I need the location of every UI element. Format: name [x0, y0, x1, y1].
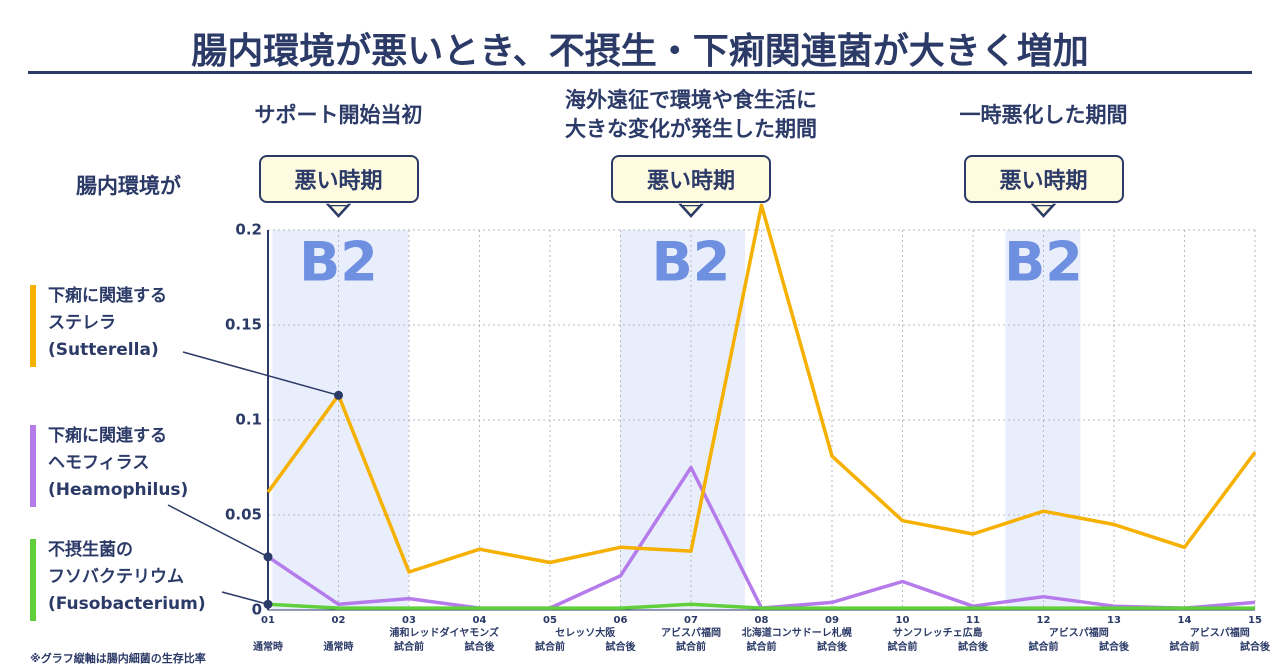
x-tick-label: 11 — [966, 615, 980, 626]
x-tick-label: 05 — [543, 615, 557, 626]
x-sub-label: 試合前 — [1029, 640, 1059, 653]
series-line — [267, 602, 1255, 610]
match-label: アビスパ福岡 — [661, 626, 721, 639]
x-sub-label: 試合後 — [817, 640, 848, 653]
title-rule — [28, 71, 1252, 74]
y-tick-label: 0.2 — [235, 221, 262, 239]
x-tick-label: 09 — [825, 615, 839, 626]
x-sub-label: 通常時 — [324, 640, 354, 653]
y-tick-label: 0.1 — [235, 411, 262, 429]
y-tick-label: 0 — [252, 601, 262, 619]
period-caption: 一時悪化した期間 — [959, 103, 1128, 127]
period-caption: サポート開始当初 — [254, 103, 423, 127]
callout-pointer — [678, 203, 704, 218]
y-tick-label: 0.15 — [225, 316, 262, 334]
leader-dot — [263, 599, 273, 609]
x-tick-label: 08 — [755, 615, 769, 626]
legend-stripe — [30, 425, 36, 507]
period-callout: 悪い時期 — [963, 155, 1124, 203]
callout-pointer-cover — [1034, 201, 1053, 205]
x-tick-label: 03 — [402, 615, 416, 626]
x-tick-label: 13 — [1107, 615, 1121, 626]
leader-line — [221, 591, 269, 606]
x-sub-label: 試合前 — [1170, 640, 1200, 653]
legend-stripe — [30, 539, 36, 621]
match-label: 北海道コンサドーレ札幌 — [742, 626, 852, 639]
period-band — [272, 230, 409, 610]
callout-pointer — [325, 203, 352, 218]
leader-dot — [263, 552, 273, 562]
period-tag: B2 — [652, 231, 731, 294]
x-sub-label: 試合前 — [535, 640, 565, 653]
x-tick-label: 02 — [332, 615, 346, 626]
x-tick-label: 10 — [896, 615, 910, 626]
x-sub-label: 試合後 — [465, 640, 496, 653]
x-tick-label: 14 — [1178, 615, 1192, 626]
match-label: 浦和レッドダイヤモンズ — [390, 626, 500, 639]
x-tick-label: 04 — [473, 615, 487, 626]
x-sub-label: 試合前 — [888, 640, 918, 653]
series-line — [267, 465, 1256, 610]
legend-label: 下痢に関連する ステレラ (Sutterella) — [48, 286, 167, 360]
footnote: ※グラフ縦軸は腸内細菌の生存比率 — [30, 652, 206, 665]
match-label: アビスパ福岡 — [1049, 626, 1109, 639]
callout-pointer-cover — [329, 201, 348, 205]
x-tick-label: 12 — [1037, 615, 1051, 626]
x-sub-label: 試合後 — [606, 640, 637, 653]
leader-dot — [334, 390, 343, 400]
leader-line — [182, 351, 339, 397]
row-label: 腸内環境が — [76, 174, 181, 198]
x-sub-label: 試合前 — [394, 640, 424, 653]
period-callout: 悪い時期 — [258, 155, 419, 203]
series-line — [266, 203, 1257, 574]
legend-stripe — [30, 285, 36, 367]
callout-pointer — [1030, 203, 1057, 218]
x-sub-label: 試合後 — [1240, 640, 1271, 653]
x-sub-label: 試合前 — [676, 640, 706, 653]
leader-line — [167, 504, 269, 558]
y-tick-label: 0.05 — [225, 506, 262, 524]
match-label: アビスパ福岡 — [1190, 626, 1250, 639]
period-caption: 海外遠征で環境や食生活に 大きな変化が発生した期間 — [565, 88, 817, 141]
x-sub-label: 通常時 — [253, 640, 283, 653]
callout-pointer-cover — [682, 201, 700, 205]
period-callout: 悪い時期 — [611, 155, 771, 203]
legend-label: 不摂生菌の フソバクテリウム (Fusobacterium) — [48, 540, 206, 614]
x-sub-label: 試合後 — [958, 640, 989, 653]
x-tick-label: 01 — [261, 615, 275, 626]
match-label: セレッソ大阪 — [555, 626, 616, 639]
period-tag: B2 — [1004, 231, 1083, 294]
legend-label: 下痢に関連する ヘモフィラス (Heamophilus) — [48, 426, 189, 500]
title: 腸内環境が悪いとき、不摂生・下痢関連菌が大きく増加 — [191, 31, 1089, 72]
x-sub-label: 試合後 — [1099, 640, 1130, 653]
x-sub-label: 試合前 — [747, 640, 777, 653]
match-label: サンフレッチェ広島 — [893, 626, 983, 639]
period-tag: B2 — [299, 231, 378, 294]
x-tick-label: 06 — [614, 615, 628, 626]
x-tick-label: 07 — [684, 615, 698, 626]
x-tick-label: 15 — [1248, 615, 1262, 626]
